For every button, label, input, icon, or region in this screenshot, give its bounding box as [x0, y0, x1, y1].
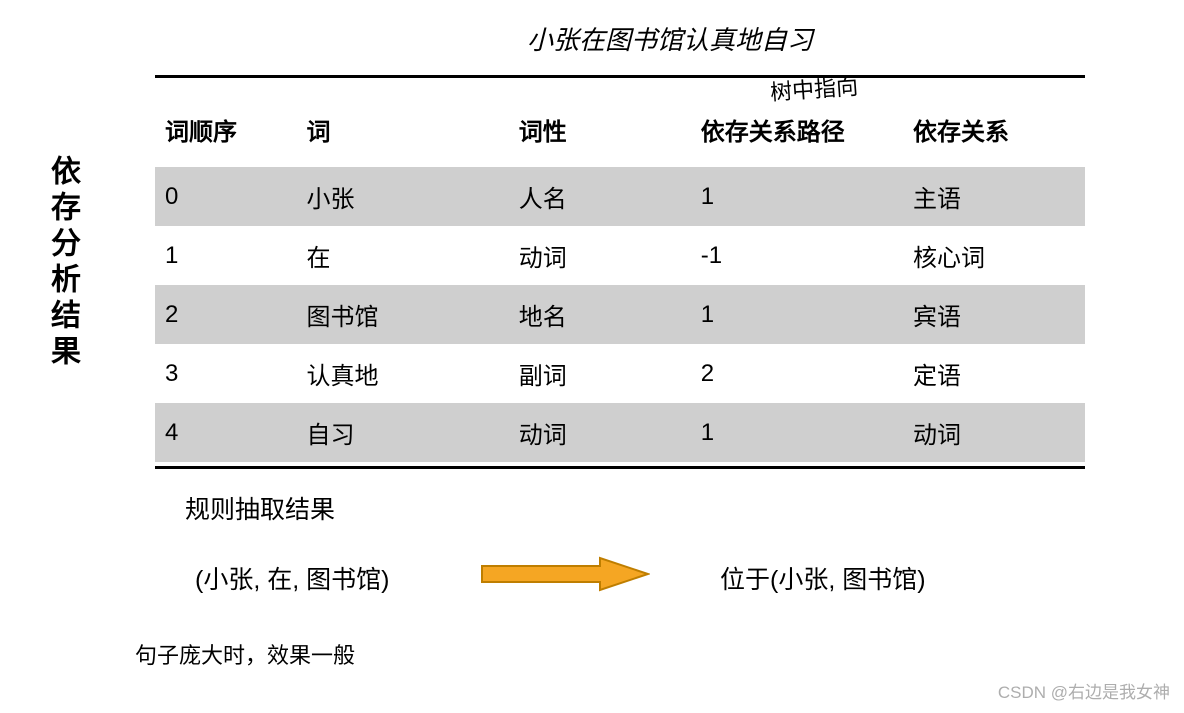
cell: 动词	[509, 403, 691, 462]
cell: 动词	[903, 403, 1085, 462]
cell: 0	[155, 167, 297, 226]
table-row: 3 认真地 副词 2 定语	[155, 344, 1085, 403]
cell: 在	[297, 226, 509, 285]
table-row: 4 自习 动词 1 动词	[155, 403, 1085, 462]
arrow-icon	[480, 556, 650, 592]
cell: 3	[155, 344, 297, 403]
handwritten-annotation-bottom: 句子庞大时，效果一般	[135, 638, 355, 670]
table-bottom-border	[155, 466, 1085, 469]
col-header-pos: 词性	[509, 98, 691, 167]
cell: 2	[691, 344, 903, 403]
cell: 主语	[903, 167, 1085, 226]
table-row: 1 在 动词 -1 核心词	[155, 226, 1085, 285]
col-header-path: 依存关系路径	[691, 98, 903, 167]
cell: 副词	[509, 344, 691, 403]
result-triple: 位于(小张, 图书馆)	[720, 560, 926, 596]
table-header-row: 词顺序 词 词性 依存关系路径 依存关系	[155, 98, 1085, 167]
col-header-index: 词顺序	[155, 98, 297, 167]
cell: 宾语	[903, 285, 1085, 344]
cell: 1	[691, 403, 903, 462]
handwritten-annotation-top: 树中指向	[769, 69, 859, 107]
cell: 1	[155, 226, 297, 285]
cell: 认真地	[297, 344, 509, 403]
cell: 动词	[509, 226, 691, 285]
cell: 人名	[509, 167, 691, 226]
table-top-border	[155, 75, 1085, 78]
table-row: 0 小张 人名 1 主语	[155, 167, 1085, 226]
cell: 1	[691, 285, 903, 344]
main-content: 小张在图书馆认真地自习 词顺序 词 词性 依存关系路径 依存关系 0 小张 人名…	[155, 20, 1085, 469]
rule-extraction-label: 规则抽取结果	[185, 490, 335, 526]
cell: 核心词	[903, 226, 1085, 285]
cell: 1	[691, 167, 903, 226]
cell: 4	[155, 403, 297, 462]
table-row: 2 图书馆 地名 1 宾语	[155, 285, 1085, 344]
cell: 地名	[509, 285, 691, 344]
cell: 自习	[297, 403, 509, 462]
cell: 2	[155, 285, 297, 344]
watermark: CSDN @右边是我女神	[998, 678, 1170, 703]
source-triple: (小张, 在, 图书馆)	[195, 560, 389, 596]
side-title: 依存分析结果	[40, 155, 84, 371]
example-sentence: 小张在图书馆认真地自习	[255, 20, 1085, 57]
col-header-rel: 依存关系	[903, 98, 1085, 167]
cell: -1	[691, 226, 903, 285]
col-header-word: 词	[297, 98, 509, 167]
dependency-table: 词顺序 词 词性 依存关系路径 依存关系 0 小张 人名 1 主语 1 在 动词…	[155, 98, 1085, 462]
cell: 定语	[903, 344, 1085, 403]
cell: 图书馆	[297, 285, 509, 344]
arrow-shape	[482, 558, 648, 590]
cell: 小张	[297, 167, 509, 226]
